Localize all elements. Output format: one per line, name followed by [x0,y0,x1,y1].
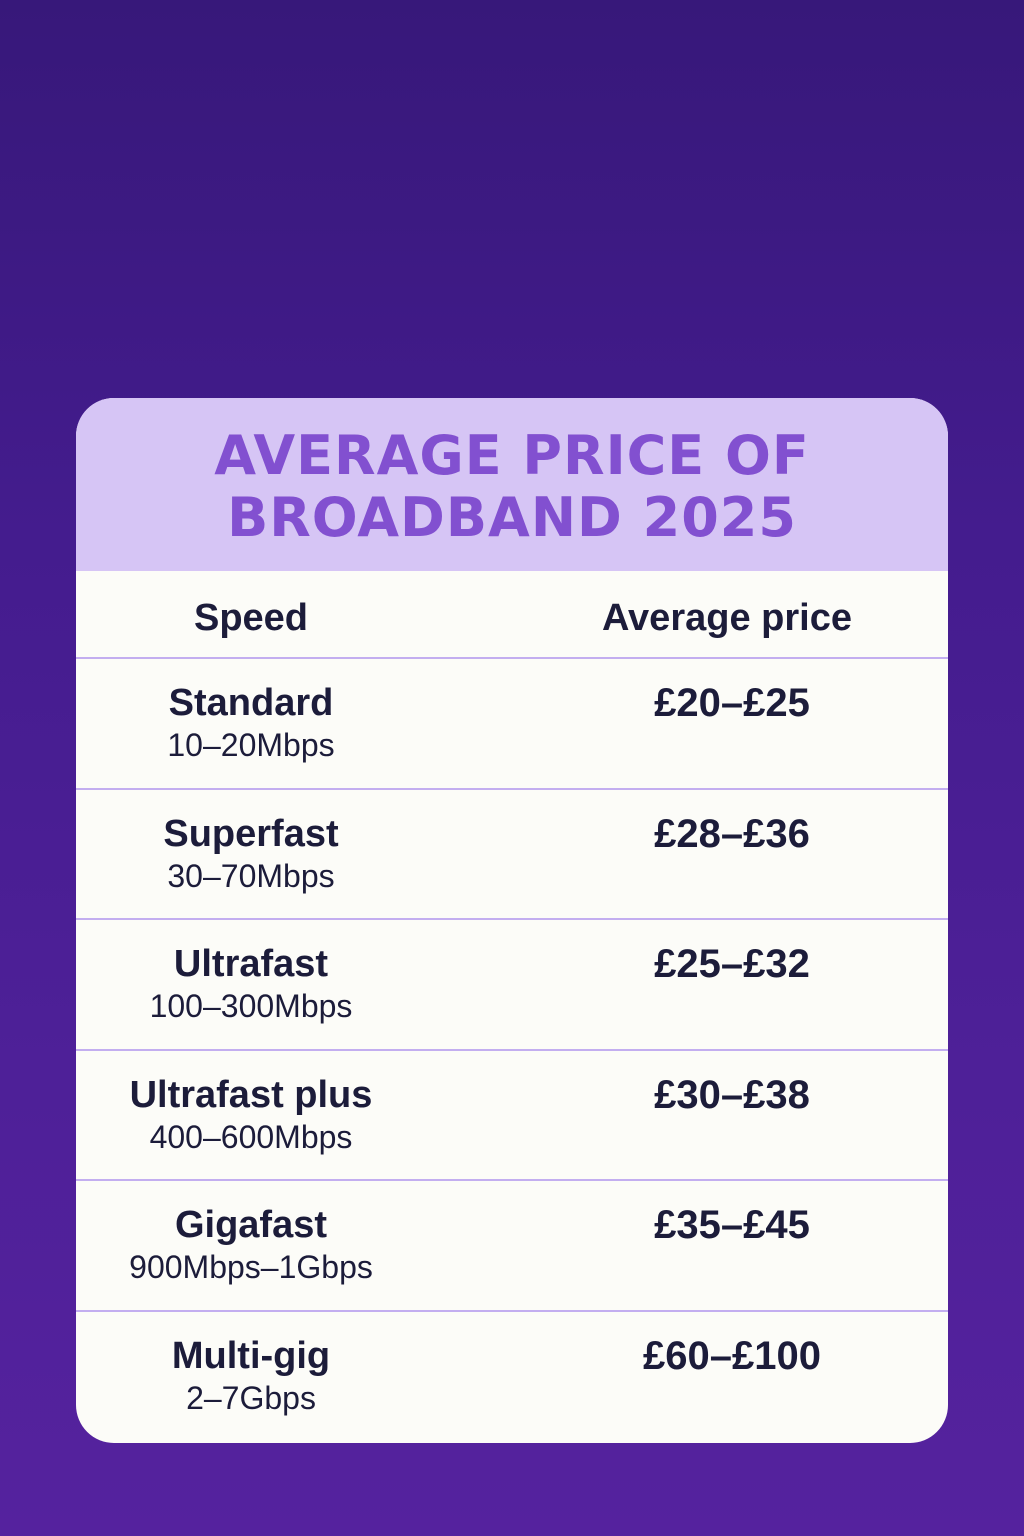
price-column-header: Average price [602,596,852,639]
price-value: £20–£25 [654,681,810,725]
tier-name: Ultrafast plus [129,1073,373,1116]
tier-speed: 400–600Mbps [149,1118,353,1155]
tier-speed: 10–20Mbps [167,727,335,763]
price-cell: £25–£32 [426,920,948,1049]
tier-speed: 30–70Mbps [167,857,335,894]
tier-speed: 900Mbps–1Gbps [129,1249,373,1285]
tier-name: Superfast [163,812,339,855]
table-row: Multi-gig 2–7Gbps £60–£100 [76,1309,948,1441]
price-value: £25–£32 [654,942,810,986]
speed-cell: Ultrafast plus 400–600Mbps [76,1051,426,1180]
speed-cell: Standard 10–20Mbps [76,659,426,788]
price-value: £35–£45 [654,1203,810,1247]
card-title-banner: AVERAGE PRICE OF BROADBAND 2025 [76,398,948,571]
tier-name: Gigafast [174,1204,328,1246]
price-cell: £20–£25 [426,659,948,788]
title-line-2: BROADBAND 2025 [227,485,797,549]
tier-name: Ultrafast [173,943,329,985]
speed-cell: Superfast 30–70Mbps [76,790,426,919]
table-row: Superfast 30–70Mbps £28–£36 [76,787,948,919]
tier-name: Multi-gig [171,1334,331,1377]
tier-speed: 2–7Gbps [186,1379,316,1416]
speed-cell: Multi-gig 2–7Gbps [76,1312,426,1441]
price-value: £30–£38 [654,1072,810,1117]
table-row: Ultrafast plus 400–600Mbps £30–£38 [76,1048,948,1180]
price-cell: £30–£38 [426,1051,948,1180]
table-row: Standard 10–20Mbps £20–£25 [76,657,948,788]
price-cell: £60–£100 [426,1312,948,1441]
price-value: £28–£36 [654,811,810,856]
tier-speed: 100–300Mbps [149,988,353,1024]
speed-column-header: Speed [193,596,309,639]
speed-cell: Gigafast 900Mbps–1Gbps [76,1181,426,1310]
title-line-1: AVERAGE PRICE OF [214,423,810,487]
tier-name: Standard [168,682,334,724]
table-row: Gigafast 900Mbps–1Gbps £35–£45 [76,1179,948,1310]
price-cell: £28–£36 [426,790,948,919]
table-row: Ultrafast 100–300Mbps £25–£32 [76,918,948,1049]
price-value: £60–£100 [643,1333,821,1378]
speed-cell: Ultrafast 100–300Mbps [76,920,426,1049]
price-table-card: AVERAGE PRICE OF BROADBAND 2025 Speed Av… [76,398,948,1443]
price-cell: £35–£45 [426,1181,948,1310]
table-header-row: Speed Average price [76,571,948,657]
